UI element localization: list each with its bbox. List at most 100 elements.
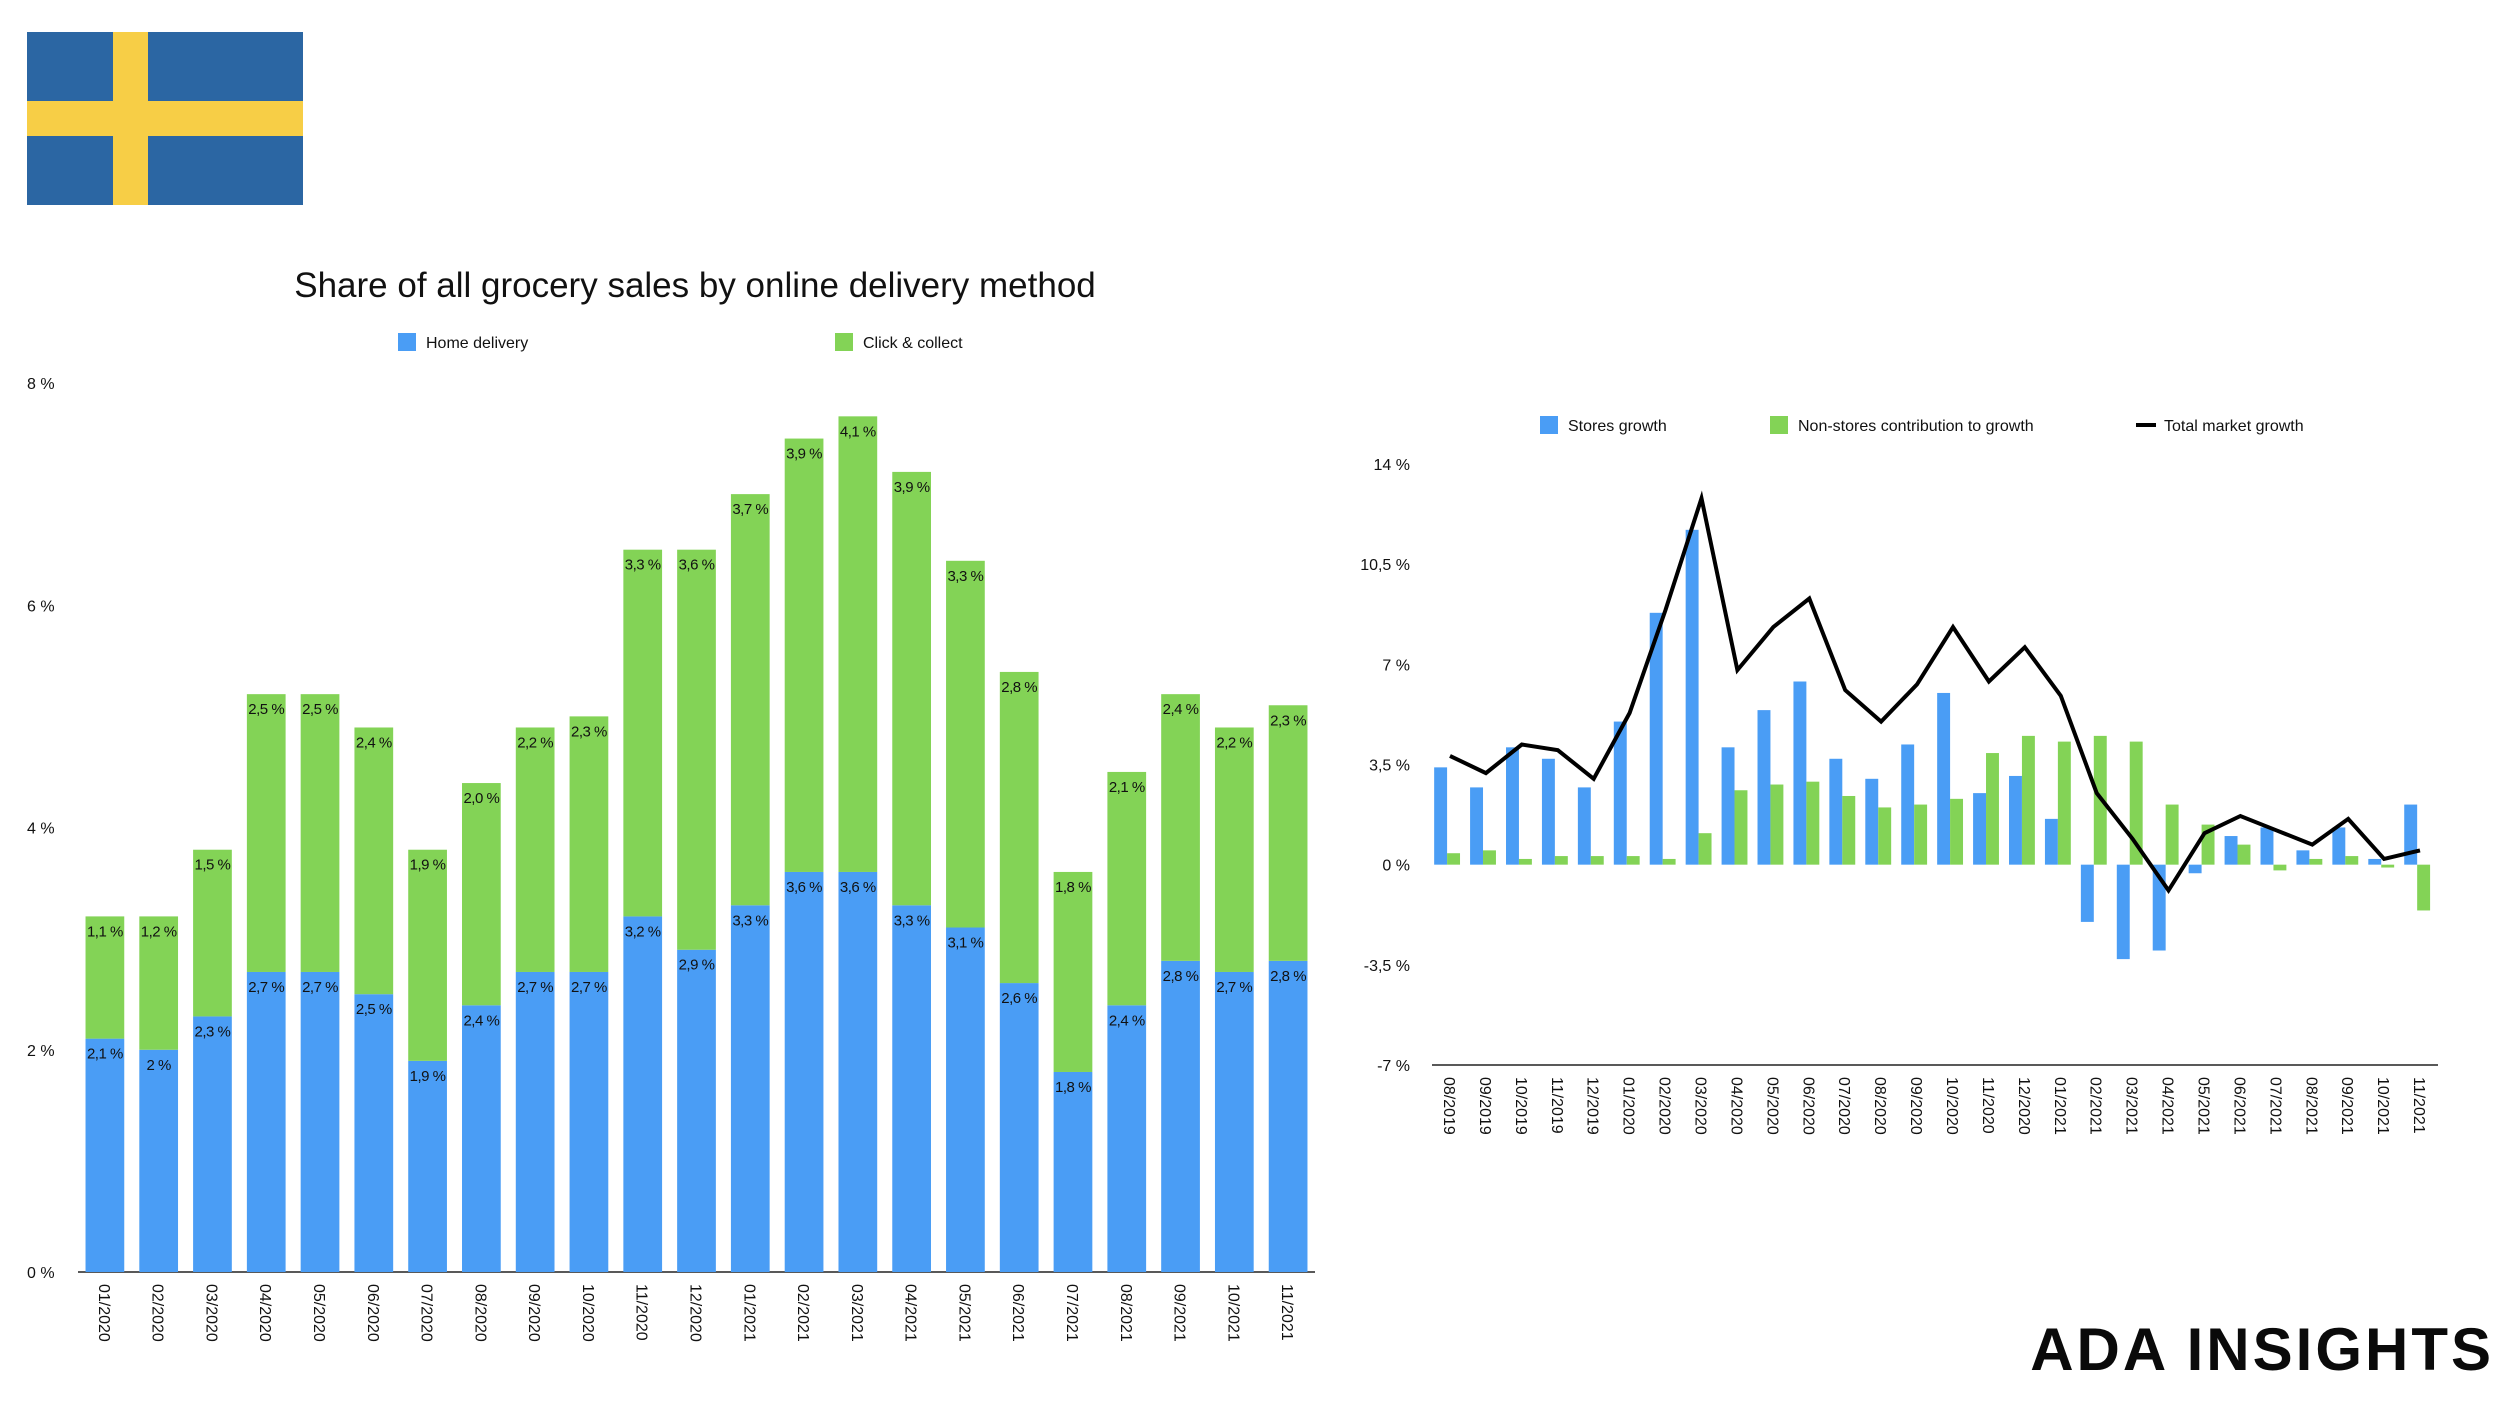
bar-non-stores [1806, 781, 1820, 865]
x-tick-label: 11/2021 [2410, 1077, 2427, 1134]
data-label: 2,7 % [1216, 979, 1252, 996]
data-label: 2,5 % [302, 701, 338, 718]
legend-stores-growth-label: Stores growth [1568, 418, 1667, 435]
x-tick-label: 08/2019 [1440, 1077, 1457, 1135]
bar-non-stores [2237, 844, 2251, 865]
y-tick-label: 3,5 % [1369, 758, 1410, 775]
y-tick-label: 4 % [27, 821, 55, 838]
bar-home-delivery [300, 971, 340, 1272]
bar-home-delivery [892, 905, 931, 1272]
data-label: 2,8 % [1163, 968, 1199, 985]
x-tick-label: 07/2020 [418, 1284, 435, 1342]
data-label: 2,2 % [517, 734, 553, 751]
bar-stores-growth [2404, 804, 2418, 865]
data-label: 2,0 % [463, 790, 499, 807]
bar-click-collect [1214, 727, 1254, 972]
bar-stores-growth [2044, 818, 2058, 865]
data-label: 2,6 % [1001, 990, 1037, 1007]
bar-home-delivery [1268, 960, 1308, 1272]
x-tick-label: 02/2021 [794, 1284, 811, 1342]
data-label: 2,9 % [679, 957, 715, 974]
bar-stores-growth [2116, 864, 2130, 960]
bar-home-delivery [1107, 1005, 1147, 1272]
x-tick-label: 04/2020 [256, 1284, 273, 1342]
bar-home-delivery [569, 971, 609, 1272]
bar-click-collect [515, 727, 555, 972]
chart-title: Share of all grocery sales by online del… [294, 266, 1096, 305]
x-tick-label: 02/2020 [149, 1284, 166, 1342]
x-tick-label: 03/2020 [1691, 1077, 1708, 1135]
bar-non-stores [1698, 833, 1712, 865]
bar-click-collect [838, 416, 878, 872]
bar-home-delivery [193, 1016, 232, 1272]
bar-stores-growth [1685, 529, 1699, 865]
x-tick-label: 07/2020 [1835, 1077, 1852, 1135]
bar-home-delivery [139, 1049, 179, 1272]
data-label: 2,3 % [195, 1023, 231, 1040]
legend-non-stores-swatch [1770, 416, 1788, 434]
bar-click-collect [623, 549, 663, 917]
bar-non-stores [2129, 741, 2143, 865]
legend-label: Home delivery [426, 335, 528, 352]
x-tick-label: 03/2021 [848, 1284, 865, 1342]
x-tick-label: 10/2021 [1224, 1284, 1241, 1342]
data-label: 2,4 % [463, 1012, 499, 1029]
x-tick-label: 12/2019 [1584, 1077, 1601, 1135]
bar-stores-growth [2296, 850, 2310, 865]
bar-stores-growth [2224, 836, 2238, 865]
legend-non-stores-label: Non-stores contribution to growth [1798, 418, 2034, 435]
bar-non-stores [1626, 856, 1640, 865]
x-tick-label: 05/2021 [955, 1284, 972, 1342]
data-label: 2,5 % [356, 1001, 392, 1018]
x-tick-label: 05/2020 [310, 1284, 327, 1342]
bar-stores-growth [1829, 758, 1843, 865]
bar-stores-growth [2080, 864, 2094, 922]
bar-non-stores [1950, 798, 1964, 865]
bar-stores-growth [1613, 721, 1627, 865]
data-label: 3,6 % [840, 879, 876, 896]
bar-non-stores [1554, 856, 1568, 865]
bar-click-collect [1107, 771, 1147, 1006]
x-tick-label: 10/2019 [1512, 1077, 1529, 1135]
y-tick-label: 8 % [27, 376, 55, 393]
bar-click-collect [408, 849, 447, 1061]
x-tick-label: 01/2020 [1620, 1077, 1637, 1135]
x-tick-label: 06/2021 [2230, 1077, 2247, 1135]
y-tick-label: 7 % [1382, 657, 1410, 674]
data-label: 2,7 % [517, 979, 553, 996]
x-tick-label: 11/2020 [633, 1284, 650, 1341]
bar-home-delivery [408, 1060, 447, 1272]
bar-home-delivery [623, 916, 663, 1272]
bar-stores-growth [2009, 775, 2022, 865]
bar-home-delivery [85, 1038, 125, 1272]
bar-click-collect [784, 438, 824, 872]
x-tick-label: 05/2020 [1763, 1077, 1780, 1135]
data-label: 3,2 % [625, 923, 661, 940]
data-label: 1,1 % [87, 923, 123, 940]
bar-click-collect [193, 849, 232, 1017]
bar-home-delivery [246, 971, 286, 1272]
y-tick-label: -3,5 % [1364, 958, 1410, 975]
bar-non-stores [1483, 850, 1496, 865]
y-tick-label: 6 % [27, 598, 55, 615]
x-tick-label: 05/2021 [2194, 1077, 2211, 1135]
data-label: 2,5 % [248, 701, 284, 718]
x-tick-label: 12/2020 [687, 1284, 704, 1342]
legend-swatch-home-delivery [398, 333, 416, 351]
x-tick-label: 08/2020 [1871, 1077, 1888, 1135]
data-label: 2,7 % [302, 979, 338, 996]
x-tick-label: 01/2020 [95, 1284, 112, 1342]
x-tick-label: 02/2021 [2087, 1077, 2104, 1135]
bar-non-stores [1842, 795, 1856, 865]
bar-home-delivery [838, 871, 878, 1272]
bar-click-collect [85, 916, 125, 1039]
bar-non-stores [1878, 807, 1892, 865]
y-tick-label: 14 % [1374, 457, 1410, 474]
bar-stores-growth [2152, 864, 2166, 951]
x-tick-label: 09/2021 [2338, 1077, 2355, 1135]
bar-non-stores [2273, 864, 2287, 871]
x-tick-label: 12/2020 [2015, 1077, 2032, 1135]
market-growth-chart: Stores growth Non-stores contribution to … [1360, 416, 2438, 1135]
bar-non-stores [1518, 858, 1532, 865]
data-label: 2,4 % [1163, 701, 1199, 718]
